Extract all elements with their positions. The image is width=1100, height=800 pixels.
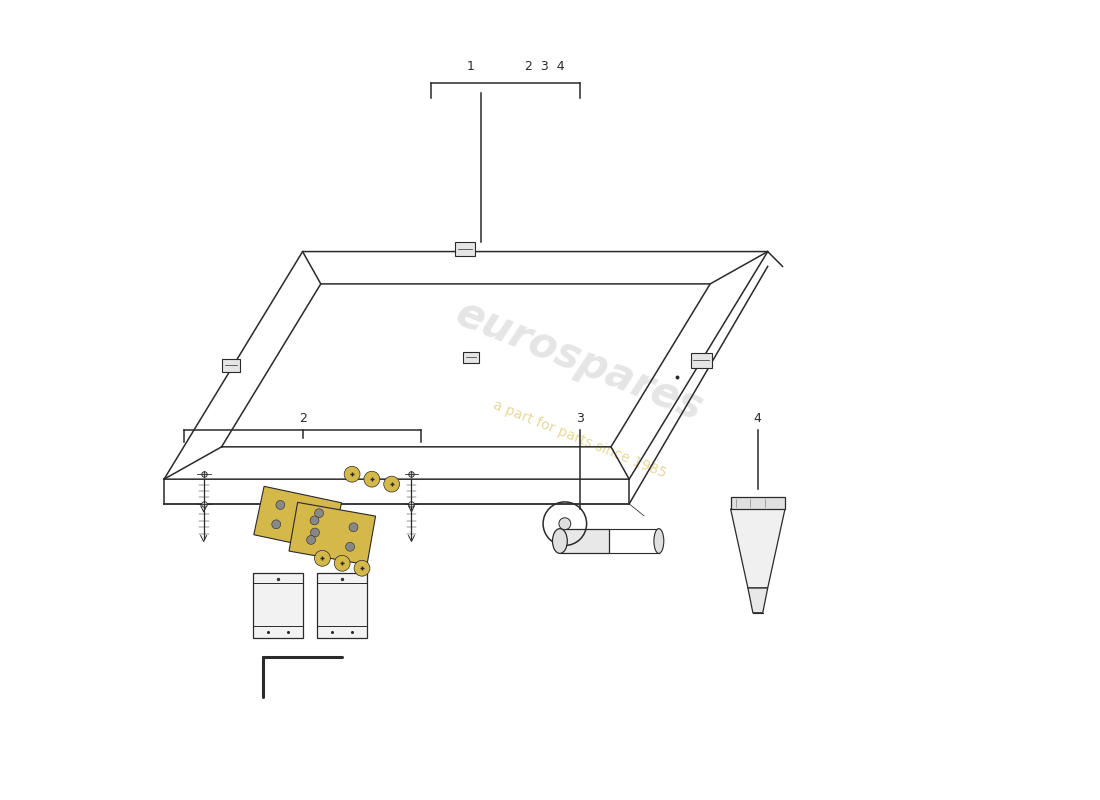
Circle shape <box>334 555 350 571</box>
Bar <box>222 359 240 371</box>
Bar <box>463 352 478 362</box>
Circle shape <box>349 523 358 532</box>
Polygon shape <box>730 509 785 588</box>
Text: a part for parts since 1985: a part for parts since 1985 <box>491 398 669 481</box>
Bar <box>730 497 785 509</box>
Text: 2  3  4: 2 3 4 <box>526 61 565 74</box>
Bar <box>560 529 609 554</box>
Ellipse shape <box>552 529 568 554</box>
Circle shape <box>559 518 571 530</box>
Bar <box>253 573 302 638</box>
Text: 2: 2 <box>299 412 307 425</box>
Bar <box>455 242 475 255</box>
Text: 3: 3 <box>575 412 584 425</box>
Circle shape <box>276 501 285 510</box>
Circle shape <box>315 509 323 518</box>
Circle shape <box>310 516 319 525</box>
Circle shape <box>344 466 360 482</box>
Circle shape <box>354 560 370 576</box>
Text: 4: 4 <box>754 412 761 425</box>
Circle shape <box>272 520 280 529</box>
Circle shape <box>364 471 380 487</box>
Circle shape <box>307 535 316 544</box>
Circle shape <box>315 550 330 566</box>
Text: 1: 1 <box>466 61 475 74</box>
Bar <box>289 502 375 565</box>
Bar <box>254 486 341 551</box>
Polygon shape <box>748 588 768 613</box>
Circle shape <box>310 528 319 537</box>
Circle shape <box>384 476 399 492</box>
Ellipse shape <box>653 529 663 554</box>
Text: eurospares: eurospares <box>450 292 710 429</box>
Circle shape <box>345 542 354 551</box>
Bar <box>318 573 367 638</box>
Bar <box>691 353 713 368</box>
